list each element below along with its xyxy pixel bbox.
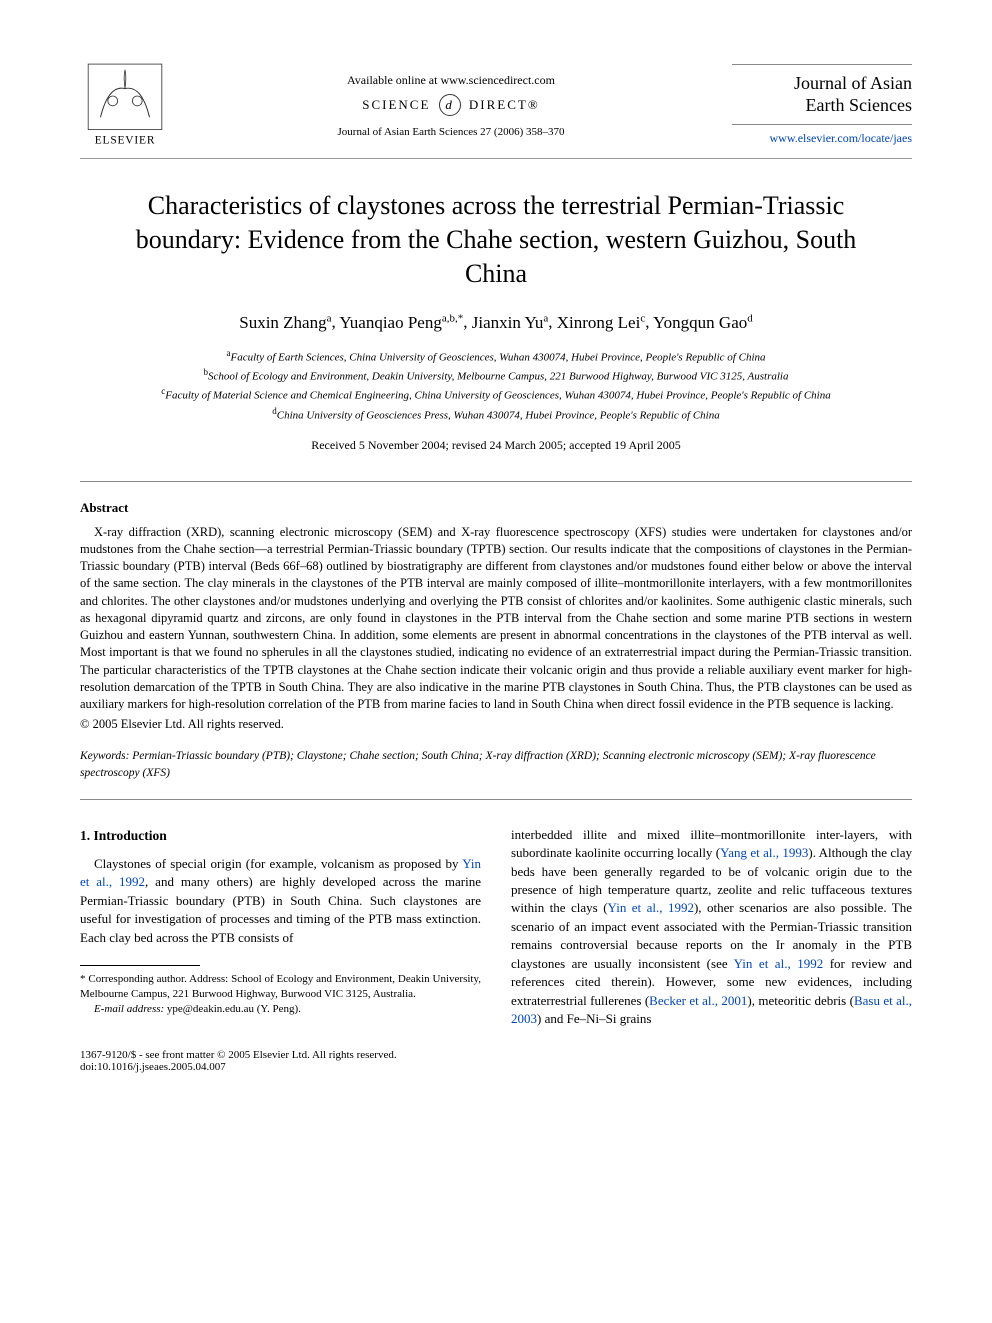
page-footer: 1367-9120/$ - see front matter © 2005 El… bbox=[80, 1049, 912, 1073]
doi-line: doi:10.1016/j.jseaes.2005.04.007 bbox=[80, 1061, 912, 1073]
issn-line: 1367-9120/$ - see front matter © 2005 El… bbox=[80, 1049, 912, 1061]
journal-reference: Journal of Asian Earth Sciences 27 (2006… bbox=[170, 126, 732, 138]
sd-right: DIRECT® bbox=[469, 97, 540, 112]
elsevier-text: ELSEVIER bbox=[95, 134, 156, 146]
available-online-text: Available online at www.sciencedirect.co… bbox=[170, 73, 732, 88]
keywords-text: Permian-Triassic boundary (PTB); Claysto… bbox=[80, 750, 876, 778]
footnote-separator bbox=[80, 965, 200, 966]
affiliation: cFaculty of Material Science and Chemica… bbox=[80, 385, 912, 404]
paragraph: interbedded illite and mixed illite–mont… bbox=[511, 826, 912, 1029]
header-right: Journal of Asian Earth Sciences www.else… bbox=[732, 64, 912, 146]
sd-left: SCIENCE bbox=[362, 97, 430, 112]
page-header: ELSEVIER Available online at www.science… bbox=[80, 60, 912, 159]
journal-name-line2: Earth Sciences bbox=[732, 95, 912, 117]
left-column: 1. Introduction Claystones of special or… bbox=[80, 826, 481, 1029]
right-column: interbedded illite and mixed illite–mont… bbox=[511, 826, 912, 1029]
citation-link[interactable]: Becker et al., 2001 bbox=[649, 993, 747, 1008]
journal-homepage-link[interactable]: www.elsevier.com/locate/jaes bbox=[732, 131, 912, 146]
journal-name-line1: Journal of Asian bbox=[732, 73, 912, 95]
citation-link[interactable]: Yang et al., 1993 bbox=[720, 845, 808, 860]
affiliation: dChina University of Geosciences Press, … bbox=[80, 405, 912, 424]
abstract-body: X-ray diffraction (XRD), scanning electr… bbox=[80, 524, 912, 714]
divider bbox=[80, 799, 912, 800]
divider bbox=[80, 481, 912, 482]
affiliation-list: aFaculty of Earth Sciences, China Univer… bbox=[80, 347, 912, 424]
affiliation: bSchool of Ecology and Environment, Deak… bbox=[80, 366, 912, 385]
author-list: Suxin Zhanga, Yuanqiao Penga,b,*, Jianxi… bbox=[80, 312, 912, 333]
corr-author-text: * Corresponding author. Address: School … bbox=[80, 972, 481, 1002]
keywords-block: Keywords: Permian-Triassic boundary (PTB… bbox=[80, 748, 912, 780]
abstract-heading: Abstract bbox=[80, 500, 912, 516]
sciencedirect-logo: SCIENCE d DIRECT® bbox=[170, 94, 732, 116]
email-address[interactable]: ype@deakin.edu.au (Y. Peng). bbox=[167, 1003, 301, 1015]
email-label: E-mail address: bbox=[94, 1003, 164, 1015]
section-heading: 1. Introduction bbox=[80, 826, 481, 845]
author: Jianxin Yua bbox=[472, 313, 549, 332]
article-body: 1. Introduction Claystones of special or… bbox=[80, 826, 912, 1029]
abstract-text: X-ray diffraction (XRD), scanning electr… bbox=[80, 524, 912, 714]
article-dates: Received 5 November 2004; revised 24 Mar… bbox=[80, 438, 912, 453]
corresponding-author-footnote: * Corresponding author. Address: School … bbox=[80, 972, 481, 1017]
citation-link[interactable]: Yin et al., 1992 bbox=[734, 956, 824, 971]
author: Suxin Zhanga bbox=[239, 313, 331, 332]
citation-link[interactable]: Yin et al., 1992 bbox=[608, 900, 694, 915]
header-center: Available online at www.sciencedirect.co… bbox=[170, 73, 732, 138]
article-title: Characteristics of claystones across the… bbox=[120, 189, 872, 290]
elsevier-logo: ELSEVIER bbox=[80, 60, 170, 150]
author: Yongqun Gaod bbox=[653, 313, 753, 332]
keywords-label: Keywords: bbox=[80, 750, 129, 762]
author: Yuanqiao Penga,b,* bbox=[339, 313, 463, 332]
author: Xinrong Leic bbox=[557, 313, 645, 332]
sd-at-icon: d bbox=[439, 94, 461, 116]
copyright-line: © 2005 Elsevier Ltd. All rights reserved… bbox=[80, 717, 912, 732]
paragraph: Claystones of special origin (for exampl… bbox=[80, 855, 481, 947]
affiliation: aFaculty of Earth Sciences, China Univer… bbox=[80, 347, 912, 366]
